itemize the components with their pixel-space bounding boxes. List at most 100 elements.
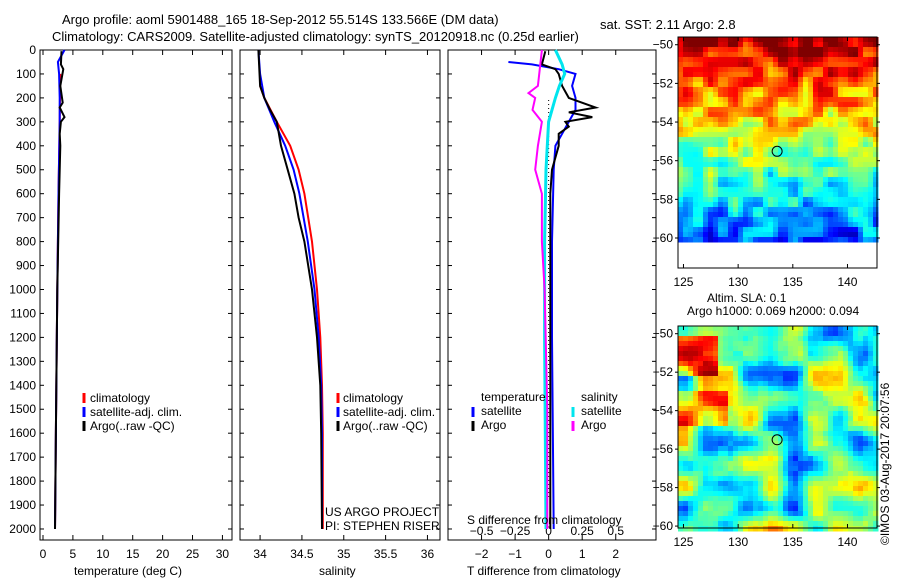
map-cell: [743, 162, 749, 168]
map-cell: [718, 122, 724, 128]
temp-axis-label: temperature (deg C): [74, 564, 183, 578]
map-cell: [843, 341, 849, 347]
map-cell: [828, 47, 834, 53]
map-cell: [683, 381, 689, 387]
map-cell: [713, 197, 719, 203]
map-cell: [733, 62, 739, 68]
map-cell: [753, 431, 759, 437]
map-cell: [828, 42, 834, 48]
map-cell: [793, 177, 799, 183]
map-cell: [778, 346, 784, 352]
map-cell: [783, 416, 789, 422]
map-cell: [868, 436, 874, 442]
map-cell: [843, 82, 849, 88]
map-cell: [708, 152, 714, 158]
map-cell: [698, 496, 704, 502]
map-cell: [858, 511, 864, 517]
map-cell: [713, 42, 719, 48]
map-cell: [693, 192, 699, 198]
map-cell: [678, 506, 684, 512]
map-cell: [868, 52, 874, 58]
map-cell: [833, 102, 839, 108]
map-cell: [838, 446, 844, 452]
map-cell: [808, 351, 814, 357]
map-cell: [763, 147, 769, 153]
map-cell: [708, 511, 714, 517]
map-cell: [728, 346, 734, 352]
map-cell: [808, 62, 814, 68]
map-cell: [733, 401, 739, 407]
map-cell: [823, 421, 829, 427]
map-cell: [688, 521, 694, 527]
map-cell: [858, 391, 864, 397]
map-cell: [733, 207, 739, 213]
map-cell: [793, 336, 799, 342]
map-cell: [873, 326, 879, 332]
map-cell: [793, 117, 799, 123]
map-cell: [693, 441, 699, 447]
map-cell: [778, 192, 784, 198]
map-cell: [758, 521, 764, 527]
map-cell: [873, 481, 879, 487]
map-cell: [803, 197, 809, 203]
map-cell: [863, 77, 869, 83]
map-cell: [863, 396, 869, 402]
map-cell: [863, 456, 869, 462]
map-cell: [838, 426, 844, 432]
map-cell: [818, 167, 824, 173]
map-cell: [748, 77, 754, 83]
map-cell: [738, 521, 744, 527]
map-cell: [848, 142, 854, 148]
map-cell: [833, 426, 839, 432]
map-cell: [703, 406, 709, 412]
map-cell: [773, 62, 779, 68]
map-cell: [773, 361, 779, 367]
map-cell: [678, 197, 684, 203]
map-cell: [723, 192, 729, 198]
map-cell: [723, 42, 729, 48]
map-cell: [853, 416, 859, 422]
map-cell: [853, 127, 859, 133]
map-cell: [758, 431, 764, 437]
map-cell: [733, 441, 739, 447]
map-cell: [728, 162, 734, 168]
map-cell: [863, 336, 869, 342]
map-cell: [748, 227, 754, 233]
map-cell: [818, 57, 824, 63]
map-cell: [843, 381, 849, 387]
map-cell: [733, 92, 739, 98]
map-cell: [758, 391, 764, 397]
map-cell: [753, 391, 759, 397]
map-cell: [708, 331, 714, 337]
map-cell: [803, 376, 809, 382]
map-cell: [828, 421, 834, 427]
map-cell: [703, 386, 709, 392]
map-cell: [818, 207, 824, 213]
map-cell: [868, 197, 874, 203]
map-cell: [788, 67, 794, 73]
map-cell: [778, 72, 784, 78]
map-cell: [738, 526, 744, 532]
map-cell: [738, 326, 744, 332]
map-cell: [788, 212, 794, 218]
map-cell: [773, 406, 779, 412]
map-cell: [873, 162, 879, 168]
map-cell: [793, 192, 799, 198]
map-cell: [813, 326, 819, 332]
map-cell: [813, 42, 819, 48]
map-cell: [698, 476, 704, 482]
map-cell: [813, 386, 819, 392]
map-cell: [803, 441, 809, 447]
map-cell: [768, 431, 774, 437]
map-cell: [718, 336, 724, 342]
map-cell: [683, 361, 689, 367]
map-cell: [803, 142, 809, 148]
map-cell: [693, 107, 699, 113]
map-cell: [763, 102, 769, 108]
map-cell: [758, 491, 764, 497]
map-cell: [823, 351, 829, 357]
map-cell: [773, 172, 779, 178]
diff-legend-s-argo: Argo: [581, 418, 607, 432]
map-cell: [853, 346, 859, 352]
map-cell: [778, 157, 784, 163]
